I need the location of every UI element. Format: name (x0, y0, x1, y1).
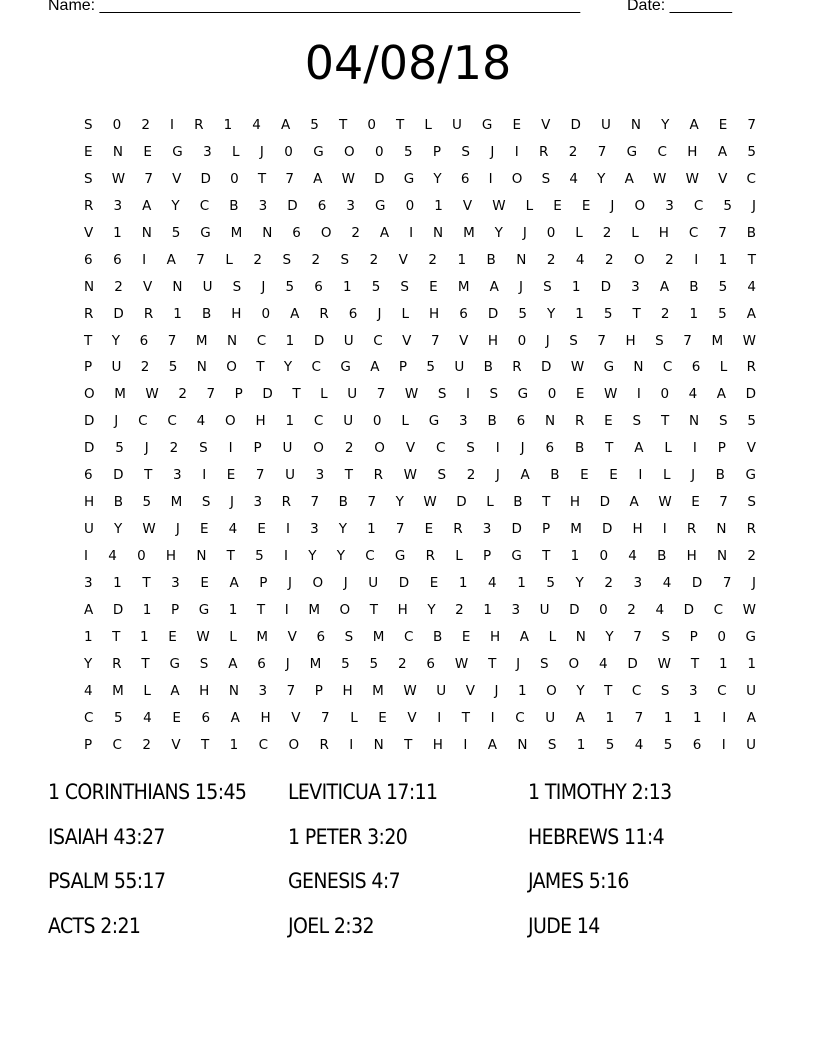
grid-row: U Y W J E 4 E I 3 Y 1 7 E R 3 D P M D H … (84, 521, 756, 538)
word-item: 1 TIMOTHY 2:13 (528, 780, 672, 804)
grid-row: S 0 2 I R 1 4 A 5 T 0 T L U G E V D U N … (84, 117, 756, 133)
word-item: JUDE 14 (528, 913, 600, 938)
word-item: 1 PETER 3:20 (288, 824, 408, 849)
date-field-label: Date: _______ (627, 0, 732, 14)
word-item: PSALM 55:17 (48, 869, 166, 893)
word-search-grid: S 0 2 I R 1 4 A 5 T 0 T L U G E V D U N … (84, 114, 756, 761)
word-item: 1 CORINTHIANS 15:45 (48, 780, 247, 804)
grid-row: 6 6 I A 7 L 2 S 2 S 2 V 2 1 B N 2 4 2 O … (84, 251, 756, 268)
word-list-row: ACTS 2:21 JOEL 2:32 JUDE 14 (48, 914, 788, 959)
word-item: JOEL 2:32 (288, 913, 375, 938)
word-item: HEBREWS 11:4 (528, 824, 665, 849)
grid-row: 3 1 T 3 E A P J O J U D E 1 4 1 5 Y 2 3 … (84, 574, 756, 591)
grid-row: R 3 A Y C B 3 D 6 3 G 0 1 V W L E E J O … (84, 197, 756, 214)
grid-row: Y R T G S A 6 J M 5 5 2 6 W T J S O 4 D … (84, 655, 756, 672)
grid-row: V 1 N 5 G M N 6 O 2 A I N M Y J 0 L 2 L … (84, 224, 756, 241)
grid-row: E N E G 3 L J 0 G O 0 5 P S J I R 2 7 G … (84, 143, 756, 160)
grid-row: P U 2 5 N O T Y C G A P 5 U B R D W G N … (84, 359, 756, 376)
word-item: JAMES 5:16 (528, 869, 629, 893)
word-item: ISAIAH 43:27 (48, 824, 165, 849)
grid-row: C 5 4 E 6 A H V 7 L E V I T I C U A 1 7 … (84, 709, 756, 726)
word-item: LEVITICUA 17:11 (288, 780, 438, 804)
word-item: ACTS 2:21 (48, 913, 141, 938)
word-item: GENESIS 4:7 (288, 869, 401, 893)
grid-row: S W 7 V D 0 T 7 A W D G Y 6 I O S 4 Y A … (84, 170, 756, 187)
grid-row: 1 T 1 E W L M V 6 S M C B E H A L N Y 7 … (84, 628, 756, 645)
grid-row: D J C C 4 O H 1 C U 0 L G 3 B 6 N R E S … (84, 413, 756, 430)
word-list-row: ISAIAH 43:27 1 PETER 3:20 HEBREWS 11:4 (48, 825, 788, 870)
grid-row: A D 1 P G 1 T I M O T H Y 2 1 3 U D 0 2 … (84, 601, 756, 618)
name-field-label: Name: __________________________________… (48, 0, 581, 14)
page-title: 04/08/18 (304, 36, 512, 90)
grid-row: P C 2 V T 1 C O R I N T H I A N S 1 5 4 … (84, 736, 756, 753)
grid-row: R D R 1 B H 0 A R 6 J L H 6 D 5 Y 1 5 T … (84, 305, 756, 322)
word-list-row: PSALM 55:17 GENESIS 4:7 JAMES 5:16 (48, 869, 788, 914)
grid-row: 4 M L A H N 3 7 P H M W U V J 1 O Y T C … (84, 682, 756, 699)
word-list-row: 1 CORINTHIANS 15:45 LEVITICUA 17:11 1 TIMO… (48, 780, 788, 825)
grid-row: D 5 J 2 S I P U O 2 O V C S I J 6 B T A … (84, 440, 756, 457)
grid-row: 6 D T 3 I E 7 U 3 T R W S 2 J A B E E I … (84, 467, 756, 484)
grid-row: H B 5 M S J 3 R 7 B 7 Y W D L B T H D A … (84, 494, 756, 511)
grid-row: I 4 0 H N T 5 I Y Y C G R L P G T 1 0 4 … (84, 548, 756, 564)
grid-row: T Y 6 7 M N C 1 D U C V 7 V H 0 J S 7 H … (84, 332, 756, 349)
grid-row: O M W 2 7 P D T L U 7 W S I S G 0 E W I … (84, 386, 756, 403)
word-list: 1 CORINTHIANS 15:45 LEVITICUA 17:11 1 TIMO… (48, 780, 788, 958)
grid-row: N 2 V N U S J 5 6 1 5 S E M A J S 1 D 3 … (84, 278, 756, 295)
